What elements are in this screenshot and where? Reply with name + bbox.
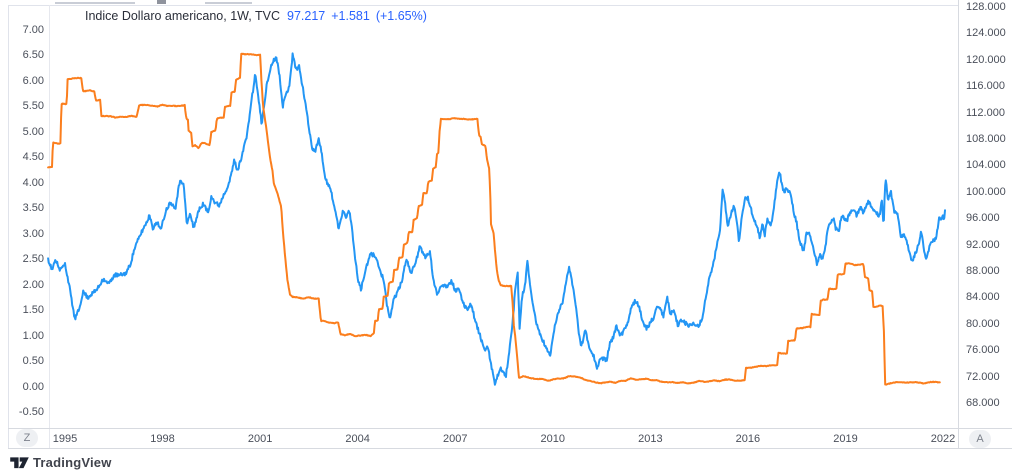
right-axis-tick: 100.000 [966, 185, 1006, 198]
right-axis-tick: 128.000 [966, 1, 1006, 13]
auto-scale-button-label: A [976, 433, 984, 445]
right-price-scale[interactable]: 128.000 124.000 120.000 116.000 112.000 108.0… [958, 0, 1018, 428]
legend-change: +1.581 [331, 9, 370, 23]
time-scale[interactable]: 1995 1998 2001 2004 2007 2010 2013 2016 2019 2022 [0, 428, 1024, 448]
timezone-button[interactable]: Z [16, 429, 38, 447]
tradingview-logo-mark-icon [10, 456, 29, 469]
right-axis-tick: 76.000 [966, 344, 1000, 357]
cropped-toolbar-artifact [55, 2, 135, 4]
left-axis-tick: 5.50 [22, 100, 44, 113]
left-axis-tick: 4.00 [22, 176, 44, 189]
right-axis-tick: 84.000 [966, 291, 1000, 304]
time-axis-tick: 2010 [540, 433, 566, 445]
time-axis-tick: 1998 [150, 433, 175, 445]
right-axis-tick: 72.000 [966, 370, 1000, 383]
left-axis-tick: 2.00 [22, 278, 44, 291]
left-axis-tick: -0.50 [18, 405, 44, 418]
left-axis-tick: 5.00 [22, 125, 44, 138]
right-axis-tick: 104.000 [966, 159, 1006, 172]
left-price-scale[interactable]: 7.00 6.50 6.00 5.50 5.00 4.50 4.00 3.50 3.00 2.50… [8, 0, 49, 428]
right-axis-tick: 112.000 [966, 106, 1005, 119]
left-scale-border [49, 5, 50, 448]
orange-series-line [47, 52, 941, 386]
cropped-toolbar-artifact [157, 0, 166, 4]
time-axis-tick: 2013 [638, 433, 663, 445]
auto-scale-button[interactable]: A [969, 430, 991, 448]
time-axis-tick: 2019 [833, 433, 858, 445]
right-scale-border [958, 0, 959, 448]
time-axis-tick: 2022 [930, 433, 956, 445]
left-axis-tick: 0.00 [22, 380, 44, 393]
time-axis-tick: 2004 [345, 433, 370, 445]
right-axis-tick: 80.000 [966, 317, 1000, 330]
legend-title[interactable]: Indice Dollaro americano, 1W, TVC [85, 9, 280, 23]
right-axis-tick: 68.000 [966, 397, 1000, 409]
left-axis-tick: 1.50 [22, 304, 44, 317]
left-axis-tick: 6.50 [22, 49, 44, 62]
left-axis-tick: 7.00 [22, 24, 44, 36]
left-axis-tick: 6.00 [22, 74, 44, 87]
left-border [8, 5, 9, 448]
time-axis-tick: 2016 [735, 433, 761, 445]
left-axis-tick: 3.00 [22, 227, 44, 240]
legend-change-percent: (+1.65%) [375, 9, 427, 23]
right-axis-tick: 120.000 [966, 53, 1006, 66]
right-axis-tick: 116.000 [966, 80, 1005, 93]
time-axis-top-border [8, 428, 1012, 429]
right-axis-tick: 88.000 [966, 265, 1000, 277]
right-axis-tick: 92.000 [966, 238, 1000, 251]
left-axis-tick: 0.50 [22, 355, 44, 368]
bottom-border [8, 448, 1012, 449]
cropped-toolbar-artifact [205, 2, 252, 4]
right-axis-tick: 108.000 [966, 133, 1006, 145]
cropped-toolbar-strip [0, 0, 1024, 5]
tradingview-logo[interactable]: TradingView [10, 454, 112, 470]
left-axis-tick: 1.00 [22, 329, 44, 342]
time-axis-tick: 2001 [247, 433, 273, 445]
timezone-button-label: Z [23, 432, 31, 444]
time-axis-tick: 1995 [52, 433, 78, 445]
dollar-index-line [47, 52, 946, 386]
top-border [8, 5, 958, 6]
left-axis-tick: 2.50 [22, 253, 44, 266]
time-axis-tick: 2007 [442, 433, 468, 445]
legend-last-price: 97.217 [287, 9, 326, 23]
right-axis-tick: 96.000 [966, 212, 1000, 225]
right-axis-tick: 124.000 [966, 27, 1006, 40]
left-axis-tick: 4.50 [22, 151, 44, 164]
tradingview-logo-text: TradingView [33, 454, 112, 470]
left-axis-tick: 3.50 [22, 202, 44, 215]
legend[interactable]: Indice Dollaro americano, 1W, TVC 97.217 +… [85, 9, 427, 23]
